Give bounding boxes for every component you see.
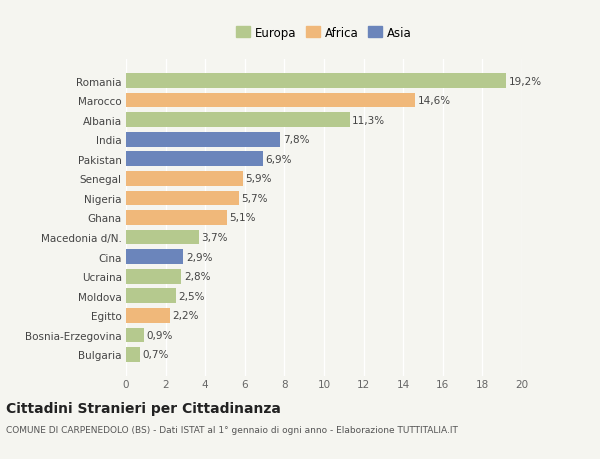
Bar bbox=[126, 74, 506, 89]
Bar bbox=[126, 152, 263, 167]
Bar bbox=[126, 328, 144, 342]
Bar bbox=[126, 172, 243, 186]
Text: 19,2%: 19,2% bbox=[509, 76, 542, 86]
Text: 11,3%: 11,3% bbox=[352, 115, 385, 125]
Text: 2,8%: 2,8% bbox=[184, 272, 211, 281]
Text: 14,6%: 14,6% bbox=[418, 96, 451, 106]
Bar bbox=[126, 308, 170, 323]
Text: 0,9%: 0,9% bbox=[146, 330, 173, 340]
Bar bbox=[126, 113, 350, 128]
Text: 7,8%: 7,8% bbox=[283, 135, 310, 145]
Text: 2,5%: 2,5% bbox=[178, 291, 205, 301]
Bar bbox=[126, 230, 199, 245]
Bar bbox=[126, 269, 181, 284]
Text: 0,7%: 0,7% bbox=[142, 350, 169, 360]
Bar bbox=[126, 347, 140, 362]
Bar bbox=[126, 289, 176, 303]
Text: 2,2%: 2,2% bbox=[172, 311, 199, 321]
Text: 5,1%: 5,1% bbox=[229, 213, 256, 223]
Text: Cittadini Stranieri per Cittadinanza: Cittadini Stranieri per Cittadinanza bbox=[6, 402, 281, 415]
Bar bbox=[126, 211, 227, 225]
Text: 5,7%: 5,7% bbox=[241, 194, 268, 203]
Bar bbox=[126, 191, 239, 206]
Bar bbox=[126, 250, 184, 264]
Bar bbox=[126, 94, 415, 108]
Bar bbox=[126, 133, 280, 147]
Text: COMUNE DI CARPENEDOLO (BS) - Dati ISTAT al 1° gennaio di ogni anno - Elaborazion: COMUNE DI CARPENEDOLO (BS) - Dati ISTAT … bbox=[6, 425, 458, 434]
Text: 3,7%: 3,7% bbox=[202, 233, 228, 242]
Text: 2,9%: 2,9% bbox=[186, 252, 212, 262]
Text: 5,9%: 5,9% bbox=[245, 174, 272, 184]
Text: 6,9%: 6,9% bbox=[265, 155, 292, 164]
Legend: Europa, Africa, Asia: Europa, Africa, Asia bbox=[234, 24, 414, 42]
